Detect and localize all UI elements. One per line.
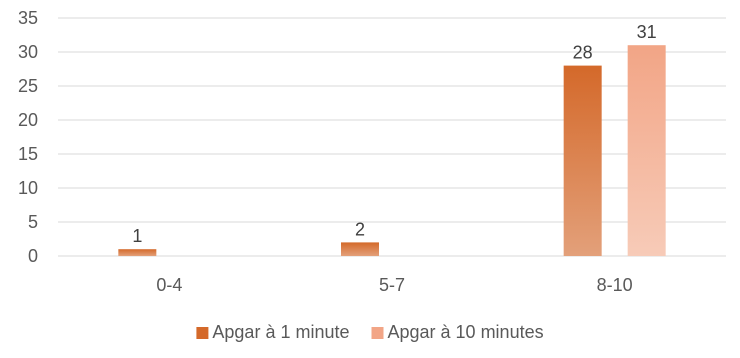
bar-apgar-à-1-minute-0-4 [118,249,157,256]
gridlines [58,17,726,257]
bar-apgar-à-10-minutes-8-10 [627,45,666,257]
legend: Apgar à 1 minute Apgar à 10 minutes [196,322,544,342]
y-tick-label: 5 [28,212,38,232]
legend-item-1: Apgar à 1 minute [196,322,350,342]
x-tick-label: 5-7 [379,275,405,295]
y-tick-label: 0 [28,246,38,266]
bar-apgar-à-1-minute-5-7 [341,242,379,256]
legend-label: Apgar à 10 minutes [388,322,544,342]
x-axis: 0-4 5-7 8-10 [156,275,632,295]
data-labels: 1 2 28 31 [132,22,656,246]
y-tick-label: 10 [18,178,38,198]
y-tick-label: 15 [18,144,38,164]
data-label: 2 [355,219,365,239]
y-tick-label: 30 [18,42,38,62]
legend-label: Apgar à 1 minute [212,322,349,342]
x-tick-label: 8-10 [597,275,633,295]
y-tick-label: 35 [18,8,38,28]
data-label: 28 [573,43,593,63]
legend-swatch [196,327,209,339]
bar-apgar-à-1-minute-8-10 [563,65,602,256]
bars [118,45,666,257]
legend-swatch [371,327,384,339]
data-label: 31 [637,22,657,42]
legend-item-2: Apgar à 10 minutes [371,322,544,342]
y-tick-label: 20 [18,110,38,130]
y-axis: 0 5 10 15 20 25 30 35 [18,8,38,266]
data-label: 1 [132,226,142,246]
y-tick-label: 25 [18,76,38,96]
x-tick-label: 0-4 [156,275,182,295]
